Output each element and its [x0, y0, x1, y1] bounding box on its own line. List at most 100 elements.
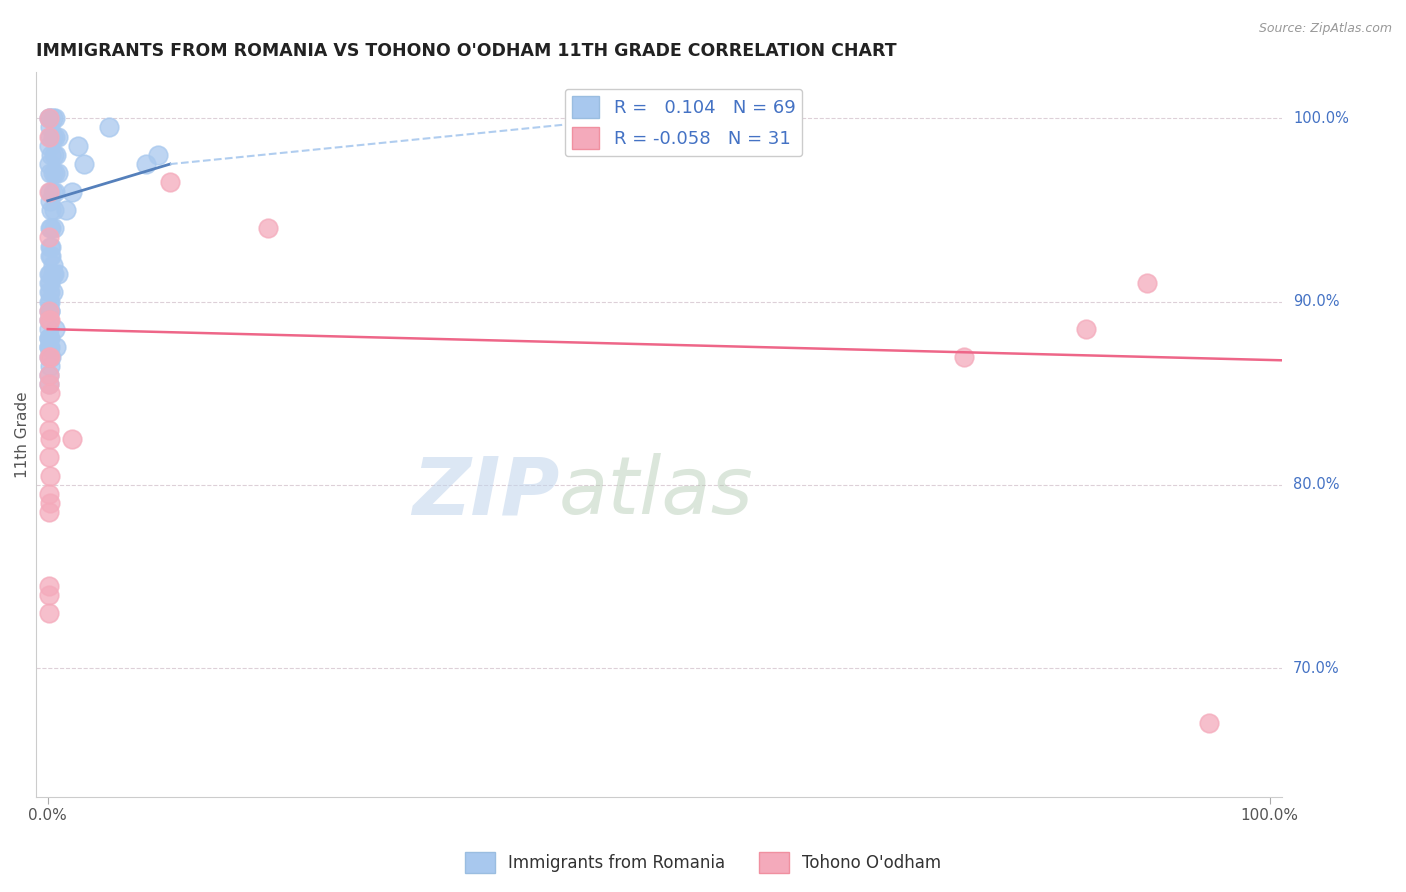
Point: [41, 166, 63, 180]
Point: [38, 277, 60, 291]
Point: [38, 506, 60, 520]
Point: [41, 239, 63, 253]
Legend: Immigrants from Romania, Tohono O'odham: Immigrants from Romania, Tohono O'odham: [458, 846, 948, 880]
Point: [38, 249, 60, 263]
Point: [38, 468, 60, 483]
Point: [38, 386, 60, 401]
Point: [39, 185, 62, 199]
Point: [709, 112, 731, 126]
Point: [38, 230, 60, 244]
Point: [1076, 322, 1098, 336]
Point: [73, 157, 96, 171]
Point: [38, 487, 60, 501]
Point: [159, 176, 181, 190]
Point: [41, 350, 63, 364]
Point: [38, 588, 60, 602]
Point: [38, 294, 60, 309]
Point: [42, 221, 65, 235]
Point: [39, 341, 62, 355]
Point: [67, 138, 90, 153]
Point: [44, 185, 66, 199]
Point: [97, 120, 120, 135]
Point: [38, 377, 60, 392]
Point: [39, 249, 62, 263]
Point: [44, 166, 66, 180]
Point: [41, 267, 63, 281]
Point: [41, 258, 63, 272]
Point: [38, 112, 60, 126]
Point: [38, 341, 60, 355]
Point: [38, 432, 60, 446]
Point: [38, 496, 60, 510]
Text: 80.0%: 80.0%: [1294, 477, 1340, 492]
Point: [38, 579, 60, 593]
Point: [146, 148, 169, 162]
Point: [1198, 716, 1220, 731]
Point: [38, 404, 60, 418]
Text: IMMIGRANTS FROM ROMANIA VS TOHONO O'ODHAM 11TH GRADE CORRELATION CHART: IMMIGRANTS FROM ROMANIA VS TOHONO O'ODHA…: [35, 42, 896, 60]
Point: [45, 148, 67, 162]
Point: [38, 607, 60, 621]
Text: 100.0%: 100.0%: [1294, 111, 1348, 126]
Point: [38, 129, 60, 144]
Point: [44, 112, 66, 126]
Point: [38, 221, 60, 235]
Point: [38, 157, 60, 171]
Point: [39, 294, 62, 309]
Point: [46, 267, 69, 281]
Point: [41, 221, 63, 235]
Point: [38, 350, 60, 364]
Point: [38, 303, 60, 318]
Text: Source: ZipAtlas.com: Source: ZipAtlas.com: [1258, 22, 1392, 36]
Point: [39, 120, 62, 135]
Text: ZIP: ZIP: [412, 453, 560, 532]
Point: [38, 112, 60, 126]
Point: [46, 129, 69, 144]
Point: [39, 277, 62, 291]
Point: [41, 202, 63, 217]
Y-axis label: 11th Grade: 11th Grade: [15, 392, 30, 478]
Point: [256, 221, 278, 235]
Point: [38, 303, 60, 318]
Point: [42, 148, 65, 162]
Point: [38, 331, 60, 345]
Point: [38, 368, 60, 382]
Text: atlas: atlas: [560, 453, 754, 532]
Point: [60, 432, 83, 446]
Point: [42, 267, 65, 281]
Point: [39, 313, 62, 327]
Point: [38, 313, 60, 327]
Point: [39, 112, 62, 126]
Point: [38, 267, 60, 281]
Point: [41, 285, 63, 300]
Point: [55, 202, 77, 217]
Point: [39, 350, 62, 364]
Point: [41, 185, 63, 199]
Point: [41, 112, 63, 126]
Point: [38, 377, 60, 392]
Point: [45, 341, 67, 355]
Point: [38, 331, 60, 345]
Point: [38, 303, 60, 318]
Point: [38, 341, 60, 355]
Point: [135, 157, 157, 171]
Point: [38, 423, 60, 437]
Point: [38, 185, 60, 199]
Point: [38, 285, 60, 300]
Point: [38, 350, 60, 364]
Point: [46, 166, 69, 180]
Point: [39, 129, 62, 144]
Point: [38, 359, 60, 373]
Legend: R =   0.104   N = 69, R = -0.058   N = 31: R = 0.104 N = 69, R = -0.058 N = 31: [565, 88, 803, 156]
Point: [38, 303, 60, 318]
Text: 70.0%: 70.0%: [1294, 661, 1340, 676]
Point: [38, 313, 60, 327]
Point: [39, 194, 62, 208]
Point: [60, 185, 83, 199]
Point: [38, 138, 60, 153]
Point: [41, 129, 63, 144]
Point: [41, 148, 63, 162]
Text: 90.0%: 90.0%: [1294, 294, 1340, 310]
Point: [44, 322, 66, 336]
Point: [39, 166, 62, 180]
